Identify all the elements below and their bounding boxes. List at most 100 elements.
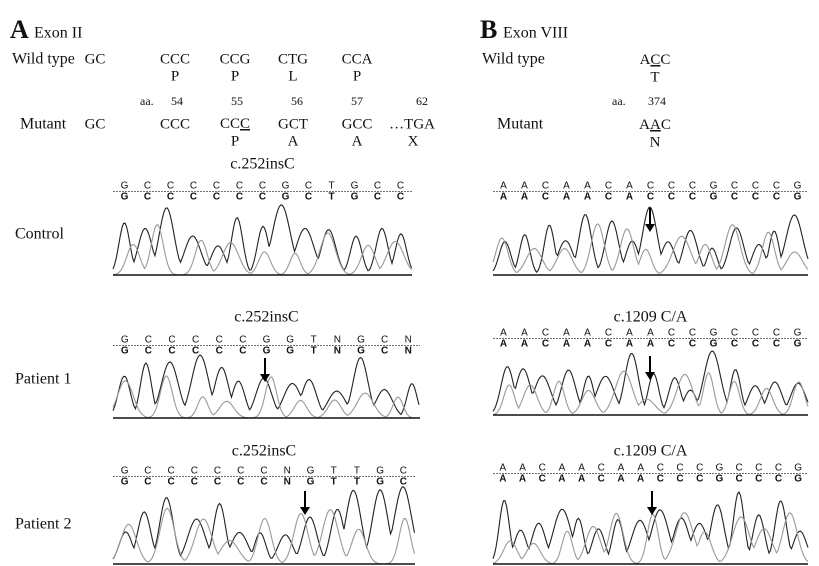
base-call: G [710, 328, 718, 339]
base-call: C [167, 181, 174, 192]
codon: GCT [278, 116, 308, 132]
base-call: G [794, 192, 802, 203]
base-call: A [626, 328, 633, 339]
base-call: G [794, 339, 802, 350]
base-call: T [328, 192, 334, 203]
codon-part: C [650, 52, 660, 68]
base-call: C [731, 339, 738, 350]
base-call: C [168, 335, 175, 346]
base-call: C [191, 466, 198, 477]
base-call: A [559, 463, 566, 474]
panel-letter: B [480, 15, 497, 44]
base-call: C [647, 181, 654, 192]
base-call: C [236, 181, 243, 192]
base-call: C [689, 339, 696, 350]
base-call: A [500, 463, 507, 474]
amino-acid: A [288, 133, 299, 149]
amino-acid: N [650, 134, 661, 150]
base-call: C [689, 192, 696, 203]
base-call: A [626, 181, 633, 192]
base-call: C [668, 181, 675, 192]
base-call: G [710, 181, 718, 192]
base-call: C [397, 192, 404, 203]
base-call: A [519, 474, 526, 485]
base-call: C [144, 181, 151, 192]
amino-acid: L [288, 68, 297, 84]
codon: CCC [160, 51, 190, 67]
base-call: A [519, 463, 526, 474]
base-call: C [167, 466, 174, 477]
base-call: C [259, 181, 266, 192]
base-call: C [400, 477, 407, 488]
mutation-label: c.1209 C/A [614, 309, 688, 326]
base-call: A [558, 474, 565, 485]
base-call: A [563, 192, 570, 203]
chromatogram-trace [113, 205, 412, 271]
base-call: G [351, 181, 359, 192]
base-call: C [668, 328, 675, 339]
base-call: G [357, 335, 365, 346]
base-call: C [542, 181, 549, 192]
base-call: A [584, 192, 591, 203]
base-call: A [637, 474, 644, 485]
base-call: C [190, 181, 197, 192]
base-call: C [305, 181, 312, 192]
base-call: G [376, 466, 384, 477]
base-call: C [144, 477, 151, 488]
base-call: C [752, 339, 759, 350]
base-call: C [400, 466, 407, 477]
base-call: C [216, 346, 223, 357]
base-call: G [357, 346, 365, 357]
sample-label: Patient 1 [15, 371, 71, 388]
base-call: G [263, 335, 271, 346]
codon: CCG [220, 51, 251, 67]
base-call: C [167, 477, 174, 488]
base-call: G [282, 192, 290, 203]
base-call: C [260, 466, 267, 477]
base-call: C [605, 328, 612, 339]
base-call: C [731, 192, 738, 203]
base-call: C [192, 346, 199, 357]
base-call: C [539, 474, 546, 485]
base-call: C [397, 181, 404, 192]
base-call: A [521, 192, 528, 203]
base-call: A [500, 192, 507, 203]
base-call: C [239, 346, 246, 357]
base-call: A [500, 328, 507, 339]
base-call: A [563, 339, 570, 350]
base-call: C [647, 192, 654, 203]
base-call: C [731, 181, 738, 192]
base-call: T [311, 335, 317, 346]
base-call: C [773, 328, 780, 339]
base-call: A [584, 339, 591, 350]
base-call: A [563, 328, 570, 339]
base-call: C [260, 477, 267, 488]
base-call: C [755, 463, 762, 474]
row-label: Mutant [497, 116, 544, 133]
sample-label: Control [15, 226, 64, 243]
amino-acid: P [171, 68, 179, 84]
base-call: C [190, 192, 197, 203]
aa-label: aa. [612, 94, 626, 108]
base-call: C [773, 181, 780, 192]
mutation-label: c.1209 C/A [614, 443, 688, 460]
base-call: T [328, 181, 334, 192]
base-call: A [626, 192, 633, 203]
amino-acid: A [352, 133, 363, 149]
base-call: C [237, 477, 244, 488]
base-call: A [521, 339, 528, 350]
base-call: C [598, 463, 605, 474]
amino-acid: T [650, 69, 659, 85]
chromatogram-trace [113, 487, 415, 559]
base-call: N [334, 346, 341, 357]
base-call: C [696, 474, 703, 485]
base-call: C [657, 474, 664, 485]
chromatogram-trace [113, 376, 419, 418]
base-call: C [773, 339, 780, 350]
codon: CCC [220, 116, 250, 132]
base-call: A [584, 181, 591, 192]
row-label: Mutant [20, 116, 67, 133]
base-call: T [354, 477, 360, 488]
base-call: C [374, 181, 381, 192]
aa-label: aa. [140, 94, 154, 108]
